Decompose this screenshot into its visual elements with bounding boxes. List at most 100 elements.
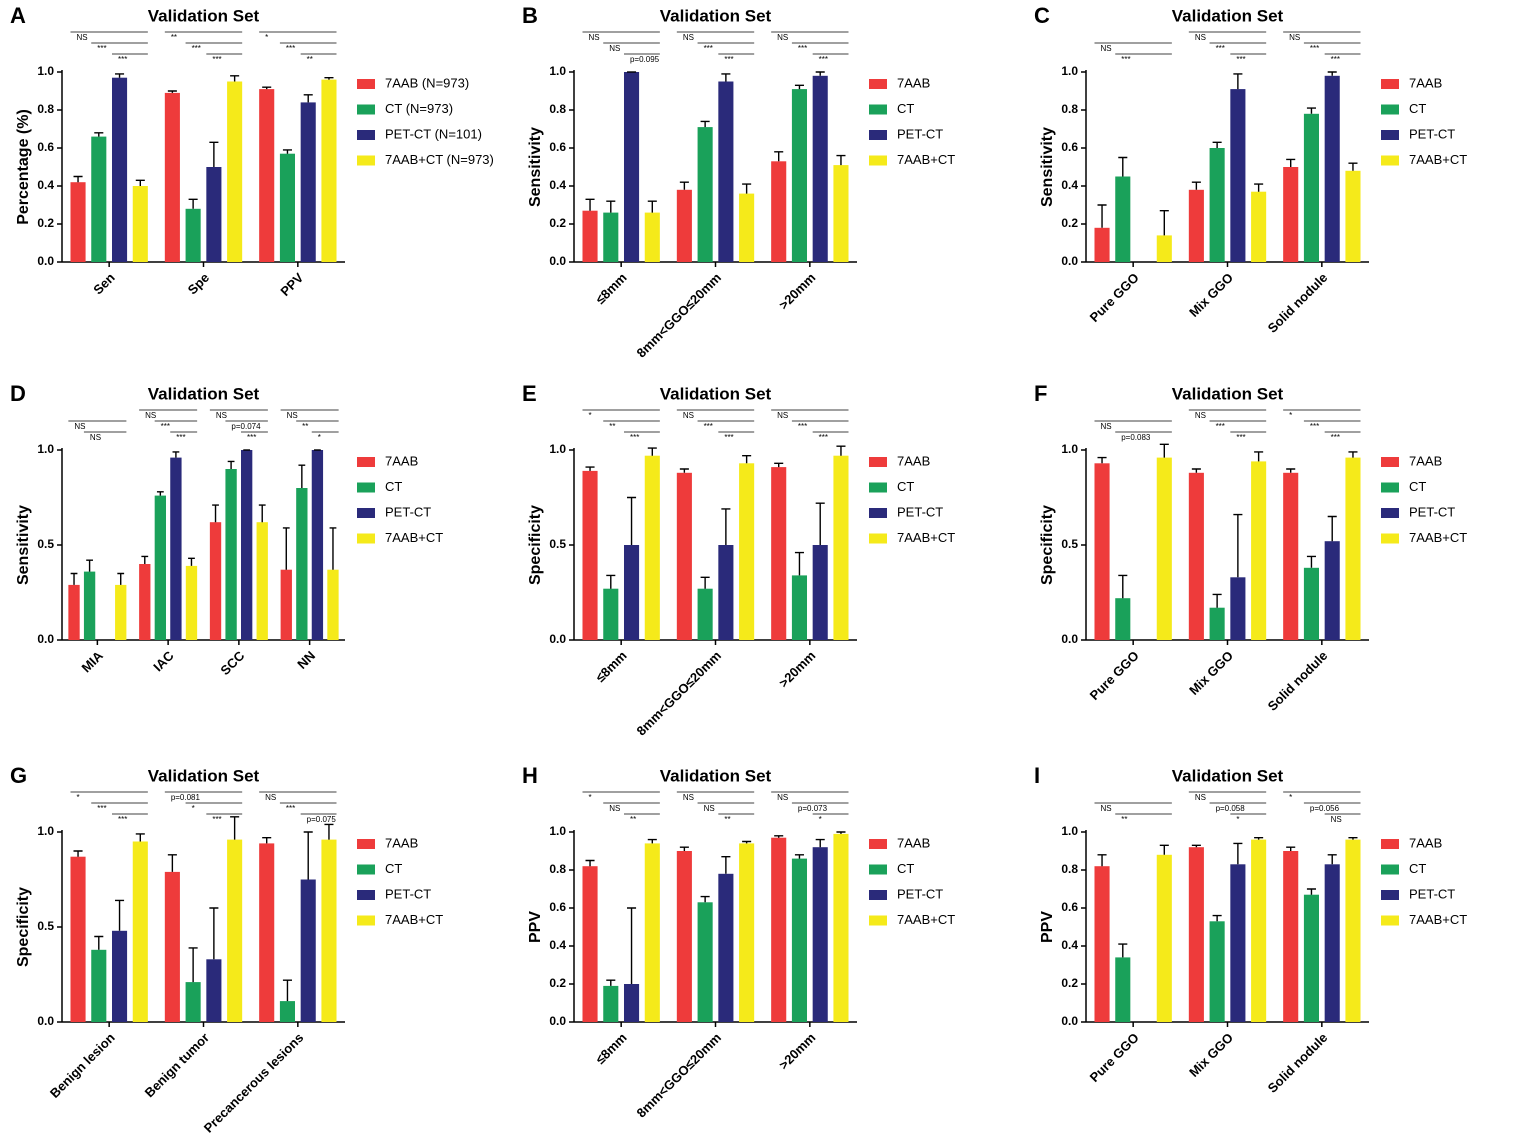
- bar: [1230, 864, 1246, 1022]
- x-tick-label: IAC: [150, 648, 177, 675]
- bar: [833, 455, 849, 640]
- legend-swatch: [357, 155, 375, 166]
- significance-label: NS: [90, 433, 101, 442]
- legend-label: CT: [897, 479, 914, 494]
- x-tick-label: >20mm: [776, 648, 819, 691]
- error-bar: [721, 856, 731, 874]
- error-bar: [230, 816, 240, 840]
- bar: [1156, 457, 1172, 640]
- significance-label: NS: [1100, 422, 1111, 431]
- error-bar: [303, 831, 313, 880]
- significance-label: ***: [1121, 55, 1130, 64]
- significance-label: ***: [1236, 433, 1245, 442]
- bar: [1209, 607, 1225, 640]
- significance-label: **: [302, 422, 308, 431]
- error-bar: [1159, 844, 1169, 855]
- error-bar: [815, 838, 825, 848]
- legend-swatch: [869, 104, 887, 115]
- error-bar: [167, 854, 177, 872]
- error-bar: [262, 86, 272, 90]
- bar: [154, 495, 167, 640]
- panel-title: Validation Set: [660, 6, 772, 25]
- y-tick-label: 0.8: [1061, 862, 1078, 876]
- bar: [771, 161, 787, 262]
- bar: [1251, 191, 1267, 262]
- x-tick-label: Mix GGO: [1186, 270, 1236, 320]
- legend-swatch: [357, 104, 375, 115]
- significance-label: *: [192, 804, 195, 813]
- significance-label: ***: [161, 422, 170, 431]
- legend-swatch: [357, 839, 375, 849]
- x-tick-label: ≤8mm: [593, 1030, 630, 1067]
- bar: [739, 193, 755, 262]
- error-bar: [1212, 914, 1222, 922]
- significance-label: p=0.075: [307, 815, 337, 824]
- error-bar: [606, 200, 616, 213]
- significance-label: p=0.073: [798, 804, 828, 813]
- bar: [1345, 839, 1361, 1022]
- error-bar: [1097, 854, 1107, 867]
- bar: [1188, 847, 1204, 1022]
- panel-title: Validation Set: [1172, 766, 1284, 785]
- y-tick-label: 0.8: [37, 102, 54, 116]
- significance-label: *: [588, 793, 591, 802]
- error-bar: [303, 94, 313, 103]
- legend-swatch: [357, 533, 375, 544]
- legend-swatch: [1381, 890, 1399, 900]
- y-axis-label: Sensitivity: [527, 127, 544, 207]
- panel-title: Validation Set: [1172, 6, 1284, 25]
- y-tick-label: 0.2: [37, 216, 54, 230]
- error-bar: [324, 823, 334, 840]
- error-bar: [1159, 443, 1169, 458]
- error-bar: [282, 979, 292, 1002]
- bar: [1324, 541, 1340, 640]
- error-bar: [172, 451, 180, 458]
- significance-label: *: [588, 411, 591, 420]
- error-bar: [836, 831, 846, 834]
- significance-label: ***: [724, 55, 733, 64]
- error-bar: [700, 120, 710, 128]
- error-bar: [742, 183, 752, 194]
- panel-title: Validation Set: [660, 384, 772, 403]
- y-tick-label: 0.8: [549, 862, 566, 876]
- legend-label: CT: [1409, 101, 1426, 116]
- legend-label: CT: [385, 479, 402, 494]
- significance-label: p=0.074: [231, 422, 261, 431]
- significance-label: NS: [76, 33, 87, 42]
- significance-label: ***: [192, 44, 201, 53]
- bar: [206, 167, 222, 262]
- legend-label: 7AAB: [897, 75, 930, 90]
- significance-label: NS: [216, 411, 227, 420]
- bar: [676, 189, 692, 262]
- legend-label: PET-CT: [385, 886, 431, 901]
- bar: [185, 982, 201, 1022]
- bar: [209, 522, 222, 640]
- y-tick-label: 0.4: [1061, 178, 1078, 192]
- significance-label: **: [724, 815, 730, 824]
- y-tick-label: 0.0: [549, 254, 566, 268]
- legend-swatch: [1381, 508, 1399, 518]
- significance-label: ***: [286, 44, 295, 53]
- legend-label: PET-CT: [385, 504, 431, 519]
- panel: A Validation Set Percentage (%) 0.0 0.2 0.4 0.…: [10, 3, 494, 299]
- legend-swatch: [869, 915, 887, 926]
- legend-label: 7AAB: [1409, 453, 1442, 468]
- bar: [300, 102, 316, 263]
- bar: [91, 136, 107, 262]
- panel-letter: F: [1034, 381, 1047, 406]
- significance-label: **: [630, 815, 636, 824]
- panel-letter: B: [522, 3, 538, 28]
- significance-label: NS: [683, 793, 694, 802]
- y-tick-label: 0.8: [549, 102, 566, 116]
- error-bar: [1286, 158, 1296, 167]
- legend-swatch: [1381, 839, 1399, 849]
- bar: [1115, 598, 1131, 640]
- error-bar: [647, 200, 657, 213]
- significance-label: *: [1289, 411, 1292, 420]
- error-bar: [1233, 842, 1243, 865]
- y-tick-label: 0.5: [37, 537, 54, 551]
- bar: [321, 79, 337, 262]
- significance-label: NS: [1100, 44, 1111, 53]
- legend-label: 7AAB: [385, 453, 418, 468]
